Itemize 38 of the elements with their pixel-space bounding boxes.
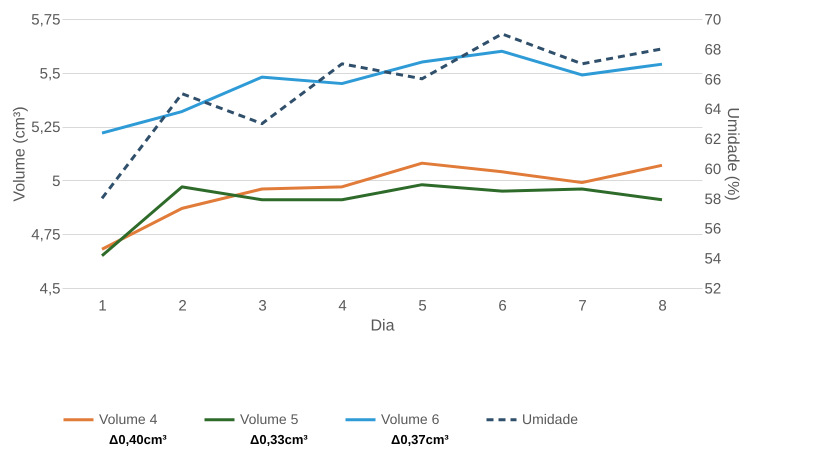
y2-tick-label: 54 <box>704 250 722 268</box>
x-tick-label: 7 <box>578 298 587 314</box>
y2-tick-label: 58 <box>704 190 722 208</box>
y-tick-label: 4,5 <box>40 280 60 298</box>
text: Δ0,33cm³ <box>250 432 308 447</box>
line-series <box>100 32 664 200</box>
line-series <box>100 183 664 258</box>
legend-label: Volume 5 <box>240 410 299 427</box>
x-tick-label: 6 <box>498 298 507 314</box>
text: Δ0,37cm³ <box>391 432 449 447</box>
x-axis-title: Dia <box>370 318 395 334</box>
x-tick-label: 4 <box>338 298 347 314</box>
legend-label: Umidade <box>522 410 578 427</box>
y2-tick-label: 62 <box>704 131 722 148</box>
y-tick-label: 5,75 <box>31 12 60 28</box>
y2-axis-title: Umidade (%) <box>724 107 742 201</box>
text: Δ0,40cm³ <box>109 432 167 447</box>
x-tick-label: 1 <box>98 298 107 314</box>
y-tick-label: 5,25 <box>31 119 60 136</box>
y-tick-label: 5 <box>52 172 60 190</box>
x-tick-label: 2 <box>178 298 187 314</box>
legend-label: Volume 6 <box>381 410 440 427</box>
x-tick-label: 5 <box>418 298 427 314</box>
y2-tick-label: 52 <box>704 280 722 298</box>
y-tick-label: 4,75 <box>31 226 60 244</box>
line-series <box>100 50 664 135</box>
y2-tick-label: 70 <box>704 12 722 28</box>
y2-tick-label: 66 <box>704 71 722 88</box>
y2-tick-label: 68 <box>704 41 722 58</box>
line-series <box>100 162 664 251</box>
y-axis-title: Volume (cm³) <box>11 106 28 202</box>
x-tick-label: 8 <box>658 298 667 314</box>
y2-tick-label: 64 <box>704 101 722 118</box>
y2-tick-label: 60 <box>704 160 722 178</box>
x-tick-label: 3 <box>258 298 267 314</box>
y-tick-label: 5,5 <box>40 65 60 82</box>
legend-label: Volume 4 <box>99 410 158 427</box>
y2-tick-label: 56 <box>704 220 722 238</box>
